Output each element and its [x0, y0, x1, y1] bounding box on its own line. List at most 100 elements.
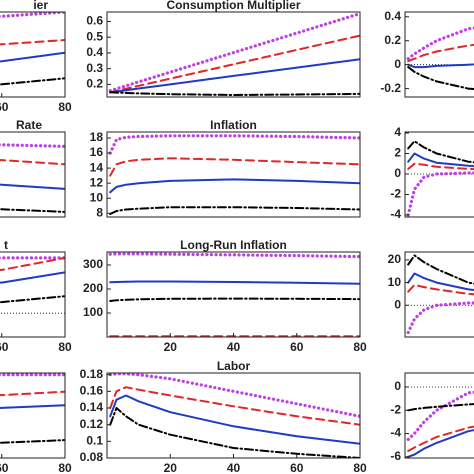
x-tick-label: 60: [0, 461, 9, 474]
y-tick-label: 0.2: [384, 33, 401, 47]
y-tick-label: 200: [83, 281, 103, 295]
y-tick-label: 10: [90, 190, 104, 204]
series-line: [108, 134, 360, 155]
plot-area: [0, 12, 65, 86]
y-tick-label: -2: [390, 402, 401, 416]
x-tick-label: 80: [353, 340, 367, 354]
series-line: [109, 58, 360, 94]
x-tick-label: 20: [164, 461, 178, 474]
x-tick-label: 20: [164, 340, 178, 354]
panel-title: ier: [33, 0, 48, 12]
series-line: [0, 143, 65, 148]
series-line: [407, 272, 474, 292]
x-tick-label: 40: [227, 461, 241, 474]
series-line: [109, 394, 360, 445]
axes-box: [106, 251, 361, 338]
y-tick-label: 0.16: [80, 384, 104, 398]
axes-box: [0, 372, 66, 459]
plot-area: [405, 140, 474, 217]
series-line: [108, 252, 360, 259]
series-line: [407, 254, 474, 285]
x-tick-label: 80: [58, 461, 72, 474]
axes-box: [404, 11, 474, 98]
y-tick-label: 20: [388, 252, 402, 266]
y-tick-label: 0.5: [86, 29, 103, 43]
y-tick-label: 10: [388, 275, 402, 289]
y-tick-label: 0: [394, 297, 401, 311]
panel-title: Long-Run Inflation: [180, 238, 287, 252]
y-tick-label: 0.4: [384, 9, 401, 23]
y-tick-label: -2: [390, 187, 401, 201]
panel-title: Labor: [217, 359, 251, 373]
series-line: [406, 26, 474, 61]
axes-box: [404, 131, 474, 218]
series-line: [0, 12, 65, 18]
axes-box: [404, 372, 474, 459]
plot-area: [108, 373, 360, 458]
series-line: [109, 386, 360, 426]
x-tick-label: 60: [290, 340, 304, 354]
x-tick-label: 80: [58, 340, 72, 354]
x-tick-label: 80: [353, 461, 367, 474]
plot-area: [108, 12, 360, 96]
series-line: [0, 295, 65, 304]
panel-title: Rate: [16, 118, 42, 132]
series-line: [407, 425, 474, 452]
series-line: [406, 171, 474, 217]
y-tick-label: 12: [90, 175, 104, 189]
axes-box: [0, 11, 66, 98]
series-line: [407, 429, 474, 458]
series-line: [407, 140, 474, 164]
y-tick-label: 16: [90, 145, 104, 159]
y-tick-label: 0.08: [80, 450, 104, 464]
series-line: [0, 271, 65, 284]
y-tick-label: 14: [90, 160, 104, 174]
series-line: [407, 162, 474, 171]
y-tick-label: -4: [390, 207, 401, 221]
axes-box: [106, 372, 361, 459]
axes-box: [0, 251, 66, 338]
y-tick-label: -0.2: [380, 81, 401, 95]
y-tick-label: 0.3: [86, 61, 103, 75]
y-tick-label: 8: [96, 205, 103, 219]
y-tick-label: 0.6: [86, 14, 103, 28]
y-tick-label: 2: [394, 146, 401, 160]
series-line: [109, 297, 360, 302]
series-line: [407, 403, 474, 412]
y-tick-label: 0.1: [86, 434, 103, 448]
axes-box: [106, 11, 361, 98]
plot-area: [405, 26, 474, 91]
y-tick-label: 0.2: [86, 77, 103, 91]
series-line: [0, 77, 65, 86]
series-line: [109, 157, 360, 177]
y-tick-label: 4: [394, 125, 401, 139]
y-tick-label: 0.12: [80, 417, 104, 431]
series-line: [109, 280, 360, 285]
series-line: [0, 439, 65, 444]
plot-area: [108, 252, 360, 337]
series-line: [108, 373, 360, 418]
y-tick-label: -4: [390, 426, 401, 440]
panel-title: Inflation: [210, 118, 257, 132]
y-tick-label: 0: [394, 166, 401, 180]
axes-box: [106, 131, 361, 218]
series-line: [407, 43, 474, 63]
series-line: [0, 404, 65, 409]
x-tick-label: 60: [290, 461, 304, 474]
plot-area: [0, 143, 65, 213]
y-tick-label: 0.4: [86, 45, 103, 59]
series-line: [0, 256, 65, 271]
plot-area: [405, 254, 474, 335]
plot-area: [0, 256, 65, 314]
x-tick-label: 60: [0, 100, 9, 114]
series-line: [0, 39, 65, 46]
y-tick-label: 300: [83, 257, 103, 271]
y-tick-label: 18: [90, 130, 104, 144]
y-tick-label: 0.14: [80, 400, 104, 414]
series-line: [407, 283, 474, 296]
series-line: [407, 152, 474, 168]
plot-area: [0, 373, 65, 444]
y-tick-label: 0: [394, 379, 401, 393]
y-tick-label: 0: [394, 57, 401, 71]
x-tick-label: 80: [58, 100, 72, 114]
